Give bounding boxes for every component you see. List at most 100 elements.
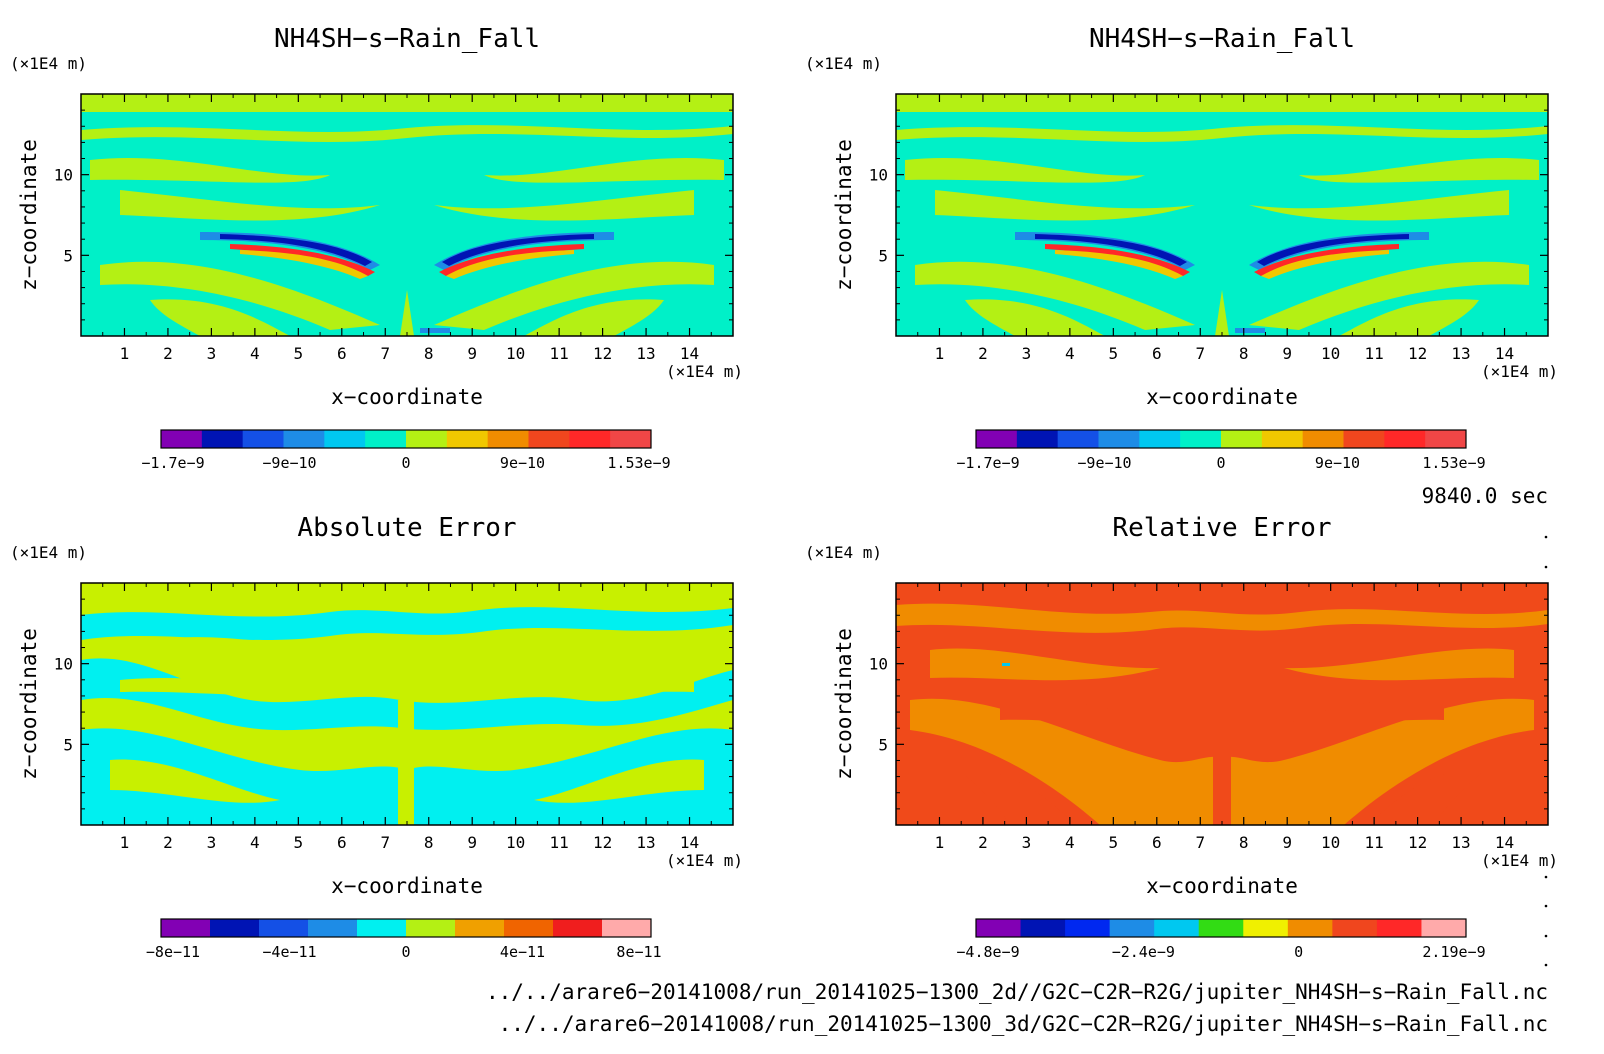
x-axis-label: x−coordinate [1146, 385, 1298, 409]
x-tick-label: 9 [467, 833, 477, 852]
y-ticks: 5 10 [54, 598, 733, 810]
x-tick-label: 6 [337, 344, 347, 363]
colorbar-swatch [1057, 430, 1099, 448]
colorbar-swatch [1180, 430, 1222, 448]
panel-title: NH4SH−s−Rain_Fall [274, 24, 540, 54]
colorbar-swatch [308, 919, 358, 937]
y-unit-label: (×1E4 m) [805, 54, 882, 73]
panel-title: Absolute Error [297, 513, 516, 543]
x-tick-label: 2 [163, 344, 173, 363]
colorbar-swatch [1343, 430, 1385, 448]
colorbar-swatch [210, 919, 260, 937]
x-ticks: 1 2 3 4 5 6 7 8 9 10 11 12 13 14 [917, 583, 1527, 852]
y-tick-label: 10 [869, 655, 888, 674]
y-tick-label: 5 [878, 735, 888, 754]
x-tick-label: 2 [978, 833, 988, 852]
x-tick-label: 4 [1065, 344, 1075, 363]
colorbar-label: 1.53e−9 [1422, 454, 1485, 472]
colorbar-swatch [259, 919, 309, 937]
colorbar-frame [975, 429, 1467, 449]
colorbar-swatch [1384, 430, 1426, 448]
x-tick-label: 11 [550, 344, 569, 363]
y-ticks: 5 10 [54, 109, 733, 321]
panel-bottom-left: Absolute Error (×1E4 m) 1 2 3 4 5 6 7 8 9 10 11 12 1… [10, 513, 743, 961]
colorbar: −4.8e−9 −2.4e−9 0 2.19e−9 [956, 918, 1486, 961]
y-axis-label: z−coordinate [832, 628, 856, 780]
y-unit-label: (×1E4 m) [10, 543, 87, 562]
plot-area [81, 583, 733, 825]
colorbar-swatch [1243, 919, 1289, 937]
colorbar-swatch [455, 919, 505, 937]
plot-area [896, 583, 1548, 825]
x-tick-label: 14 [1495, 344, 1514, 363]
colorbar-swatch [1332, 919, 1378, 937]
x-tick-label: 12 [1408, 833, 1427, 852]
colorbar-swatch [201, 430, 244, 448]
colorbar-label: 9e−10 [500, 454, 545, 472]
colorbar-label: −4.8e−9 [956, 943, 1019, 961]
x-unit-label: (×1E4 m) [666, 851, 743, 870]
x-tick-label: 10 [1321, 833, 1340, 852]
y-axis-label: z−coordinate [17, 628, 41, 780]
colorbar-label: −1.7e−9 [956, 454, 1019, 472]
x-tick-label: 8 [424, 344, 434, 363]
colorbar: −8e−11 −4e−11 0 4e−11 8e−11 [146, 918, 662, 961]
x-tick-label: 12 [1408, 344, 1427, 363]
colorbar-swatch [1376, 919, 1422, 937]
colorbar-swatch [324, 430, 366, 448]
colorbar-swatch [1139, 430, 1181, 448]
colorbar-swatch [357, 919, 407, 937]
y-ticks: 5 10 [869, 598, 1548, 810]
x-axis-label: x−coordinate [331, 385, 483, 409]
colorbar-swatch [1154, 919, 1200, 937]
colorbar-label: 0 [401, 454, 410, 472]
x-tick-label: 7 [380, 833, 390, 852]
x-tick-label: 4 [250, 344, 260, 363]
colorbar-label: 0 [401, 943, 410, 961]
x-tick-label: 9 [1282, 833, 1292, 852]
colorbar-swatch [1016, 430, 1059, 448]
x-tick-label: 7 [1195, 833, 1205, 852]
x-tick-label: 1 [935, 833, 945, 852]
panel-top-left: NH4SH−s−Rain_Fall (×1E4 m) [10, 24, 743, 472]
colorbar-label: −9e−10 [1077, 454, 1131, 472]
x-tick-label: 8 [1239, 344, 1249, 363]
colorbar-swatch [504, 919, 554, 937]
colorbar-swatch [610, 430, 652, 448]
file-path-2d: ../../arare6−20141008/run_20141025−1300_… [486, 980, 1548, 1004]
colorbar-swatch [553, 919, 603, 937]
y-ticks: 5 10 [869, 109, 1548, 321]
colorbar-label: 0 [1216, 454, 1225, 472]
colorbar-swatch [406, 430, 448, 448]
x-tick-label: 10 [506, 833, 525, 852]
x-tick-label: 7 [1195, 344, 1205, 363]
colorbar-label: −8e−11 [146, 943, 200, 961]
x-tick-label: 13 [636, 344, 655, 363]
colorbar-swatch [365, 430, 407, 448]
x-tick-label: 12 [593, 833, 612, 852]
time-label: 9840.0 sec [1422, 484, 1548, 508]
y-unit-label: (×1E4 m) [805, 543, 882, 562]
x-tick-label: 4 [250, 833, 260, 852]
x-tick-label: 9 [467, 344, 477, 363]
y-unit-label: (×1E4 m) [10, 54, 87, 73]
x-tick-label: 11 [1365, 833, 1384, 852]
colorbar-swatch [976, 430, 1018, 448]
colorbar-label: 8e−11 [616, 943, 661, 961]
x-tick-label: 5 [294, 344, 304, 363]
colorbar-frame [160, 429, 652, 449]
x-tick-label: 6 [337, 833, 347, 852]
colorbar-swatch [406, 919, 456, 937]
colorbar-swatch [602, 919, 652, 937]
x-tick-label: 13 [1451, 833, 1470, 852]
panel-title: Relative Error [1112, 513, 1331, 543]
x-tick-label: 3 [207, 344, 217, 363]
x-tick-label: 3 [207, 833, 217, 852]
x-tick-label: 12 [593, 344, 612, 363]
colorbar-swatch [1287, 919, 1333, 937]
x-tick-label: 5 [1109, 344, 1119, 363]
x-tick-label: 13 [1451, 344, 1470, 363]
y-tick-label: 10 [54, 166, 73, 185]
x-unit-label: (×1E4 m) [1481, 362, 1558, 381]
